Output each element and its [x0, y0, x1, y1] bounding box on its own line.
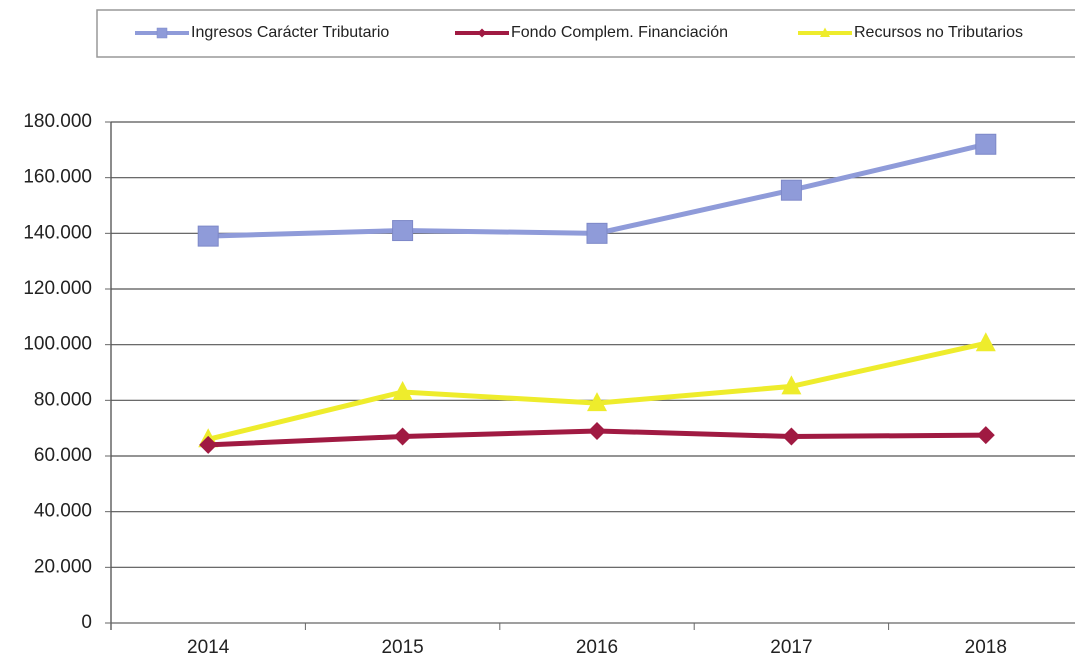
legend-marker — [477, 28, 487, 38]
data-point — [392, 380, 413, 400]
data-point — [780, 179, 802, 201]
data-point — [976, 426, 995, 445]
data-point — [587, 392, 607, 412]
y-tick-label: 120.000 — [23, 278, 92, 299]
x-tick-label: 2018 — [965, 637, 1007, 658]
data-point — [197, 225, 219, 247]
y-tick-label: 60.000 — [34, 445, 92, 466]
data-point — [392, 220, 414, 242]
legend-marker — [156, 27, 168, 39]
data-point — [975, 133, 997, 155]
x-tick-label: 2016 — [576, 637, 618, 658]
legend-marker — [820, 27, 830, 37]
y-tick-label: 40.000 — [34, 501, 92, 522]
y-tick-label: 140.000 — [23, 222, 92, 243]
y-tick-label: 160.000 — [23, 167, 92, 188]
series-line — [208, 141, 987, 239]
y-tick-label: 180.000 — [23, 111, 92, 132]
legend-box — [96, 9, 1075, 58]
data-point — [975, 332, 996, 352]
data-point — [782, 427, 801, 446]
y-tick-label: 80.000 — [34, 389, 92, 410]
x-tick-label: 2014 — [187, 637, 230, 658]
legend-label: Fondo Complem. Financiación — [511, 24, 728, 41]
data-point — [199, 435, 218, 454]
data-point — [393, 427, 412, 446]
legend-label: Ingresos Carácter Tributario — [191, 24, 389, 41]
data-point — [781, 375, 802, 395]
y-tick-label: 0 — [81, 612, 92, 633]
y-tick-label: 20.000 — [34, 556, 92, 577]
x-tick-label: 2017 — [770, 637, 812, 658]
data-point — [588, 421, 606, 440]
y-tick-label: 100.000 — [23, 334, 92, 355]
legend-label: Recursos no Tributarios — [854, 24, 1023, 41]
x-tick-label: 2015 — [381, 637, 423, 658]
data-point — [586, 222, 608, 244]
